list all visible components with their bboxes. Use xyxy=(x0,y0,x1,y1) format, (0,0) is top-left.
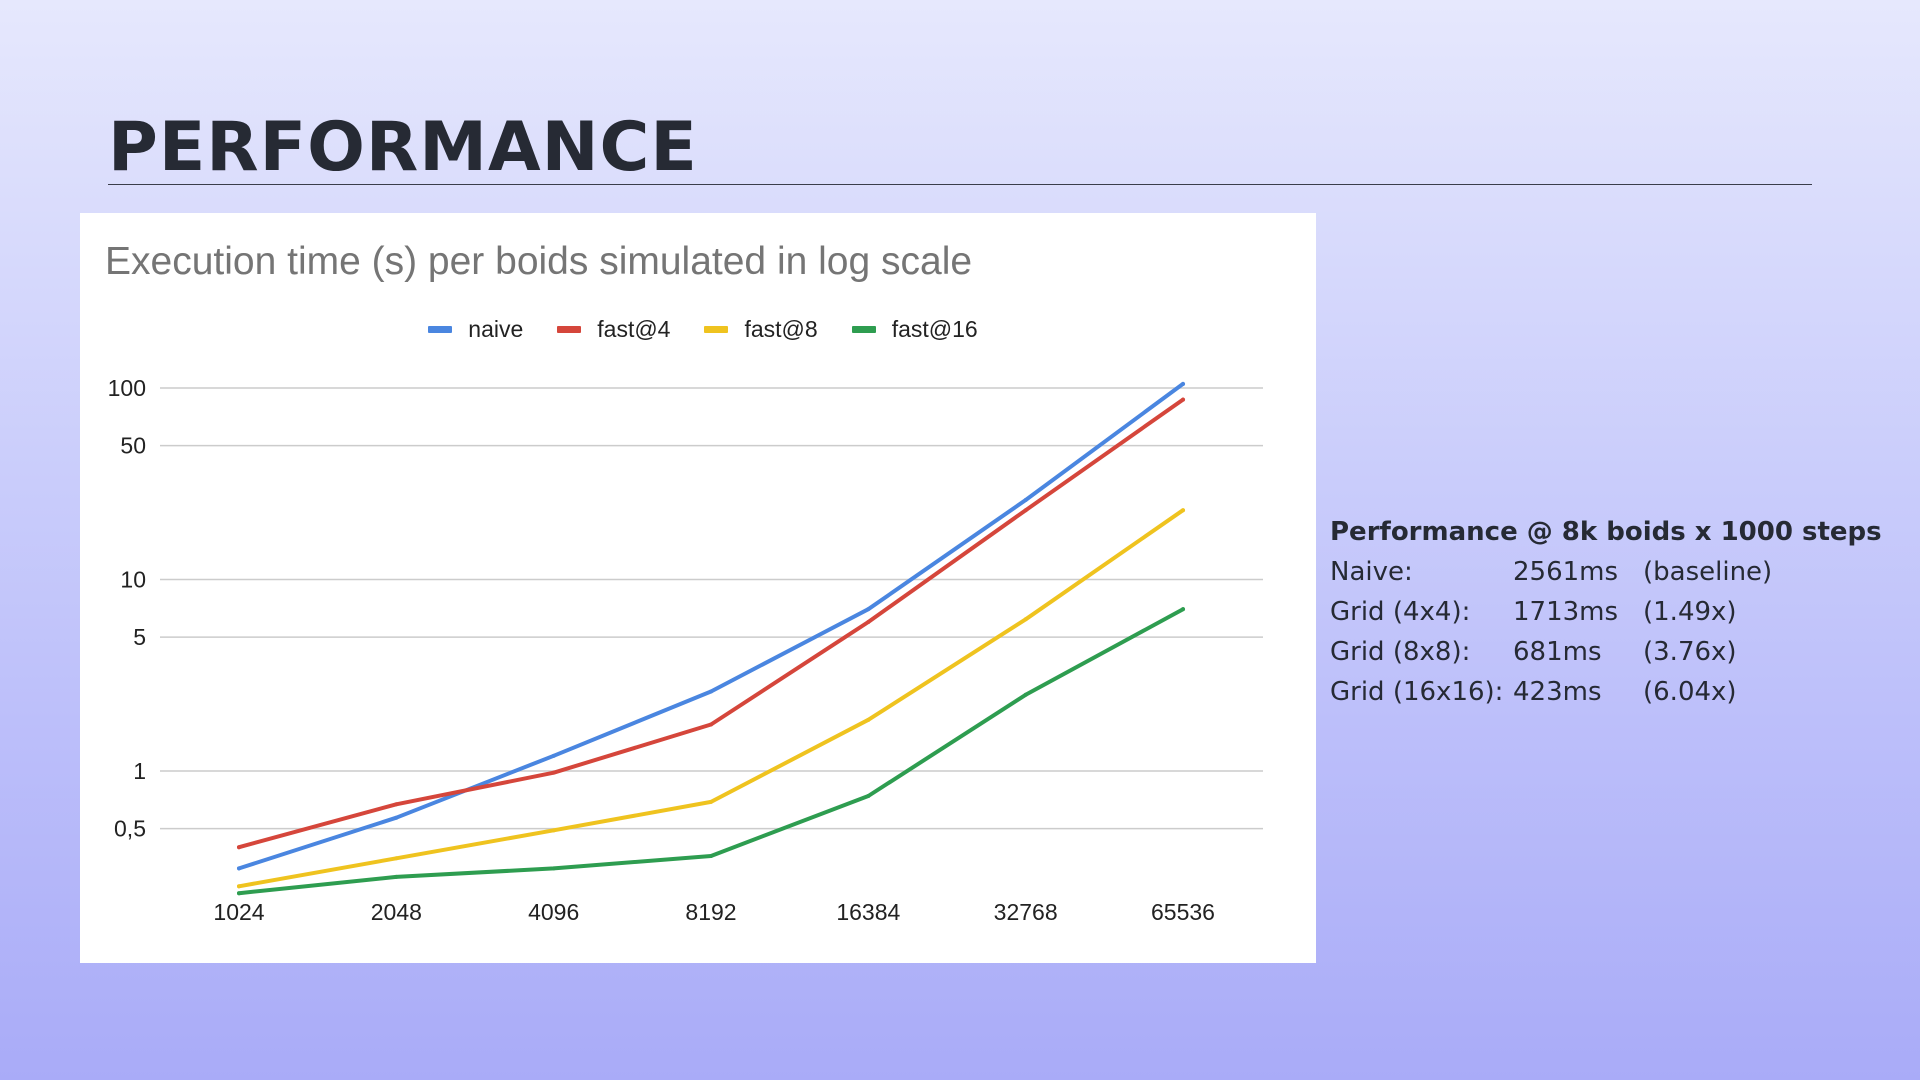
summary-row: Grid (4x4): 1713ms (1.49x) xyxy=(1330,592,1910,632)
data-point[interactable] xyxy=(1181,381,1185,386)
gridlines xyxy=(160,387,1263,830)
chart-title: Execution time (s) per boids simulated i… xyxy=(105,240,973,283)
data-point[interactable] xyxy=(551,866,556,871)
data-point[interactable] xyxy=(866,619,871,624)
data-point[interactable] xyxy=(866,607,871,612)
data-point[interactable] xyxy=(1023,508,1028,513)
data-point[interactable] xyxy=(551,770,556,775)
data-point[interactable] xyxy=(1181,607,1185,612)
data-point[interactable] xyxy=(237,845,241,850)
data-point[interactable] xyxy=(551,753,556,758)
summary-row-time: 2561ms xyxy=(1513,557,1619,587)
x-tick-label: 65536 xyxy=(1151,899,1215,925)
y-tick-label: 1 xyxy=(133,758,146,784)
data-point[interactable] xyxy=(237,866,241,871)
performance-summary: Performance @ 8k boids x 1000 steps Naiv… xyxy=(1330,512,1910,712)
legend-swatch-naive xyxy=(428,325,453,333)
slide-title: PERFORMANCE xyxy=(108,108,698,187)
summary-row-time: 423ms xyxy=(1513,677,1602,707)
summary-row-speedup: (baseline) xyxy=(1643,557,1773,587)
summary-row-speedup: (1.49x) xyxy=(1643,597,1737,627)
data-point[interactable] xyxy=(394,874,399,879)
summary-row-time: 1713ms xyxy=(1513,597,1619,627)
legend-label-fast4: fast@4 xyxy=(597,315,671,342)
data-point[interactable] xyxy=(866,794,871,799)
summary-row: Grid (16x16): 423ms (6.04x) xyxy=(1330,672,1910,712)
y-tick-label: 5 xyxy=(133,624,146,650)
legend-swatch-fast16 xyxy=(851,325,876,333)
data-point[interactable] xyxy=(1181,508,1185,513)
data-point[interactable] xyxy=(709,799,713,804)
data-point[interactable] xyxy=(1023,617,1028,622)
legend-item-naive[interactable]: naive xyxy=(428,316,523,343)
y-tick-label: 10 xyxy=(120,567,146,593)
chart-card: Execution time (s) per boids simulated i… xyxy=(80,213,1316,963)
chart-legend: naive fast@4 fast@8 fast@16 xyxy=(80,314,1316,344)
data-point[interactable] xyxy=(237,884,241,889)
legend-item-fast16[interactable]: fast@16 xyxy=(851,315,978,343)
series-line-fast4[interactable] xyxy=(237,397,1185,850)
y-axis-ticks: 100 50 10 5 1 0,5 xyxy=(108,375,146,842)
x-axis-ticks: 1024 2048 4096 8192 16384 32768 65536 xyxy=(213,899,1215,925)
summary-row-name: Grid (4x4): xyxy=(1330,597,1471,627)
title-divider xyxy=(108,184,1812,185)
line-chart-plot: 100 50 10 5 1 0,5 1024 2048 4096 8192 16384 32768 6… xyxy=(108,375,1263,925)
data-point[interactable] xyxy=(1181,397,1185,402)
x-tick-label: 4096 xyxy=(528,899,579,925)
summary-heading: Performance @ 8k boids x 1000 steps xyxy=(1330,517,1882,547)
legend-label-naive: naive xyxy=(468,315,524,342)
summary-row: Naive: 2561ms (baseline) xyxy=(1330,552,1910,592)
data-point[interactable] xyxy=(237,891,241,896)
data-point[interactable] xyxy=(394,802,399,807)
x-tick-label: 8192 xyxy=(685,899,736,925)
summary-row: Grid (8x8): 681ms (3.76x) xyxy=(1330,632,1910,672)
data-point[interactable] xyxy=(394,815,399,820)
x-tick-label: 32768 xyxy=(994,899,1058,925)
y-tick-label: 100 xyxy=(108,375,146,401)
data-point[interactable] xyxy=(1023,692,1028,697)
x-tick-label: 2048 xyxy=(371,899,422,925)
legend-label-fast8: fast@8 xyxy=(744,315,818,342)
summary-row-name: Naive: xyxy=(1330,557,1413,587)
series-line-naive[interactable] xyxy=(237,381,1185,871)
y-tick-label: 0,5 xyxy=(114,816,146,842)
legend-item-fast4[interactable]: fast@4 xyxy=(557,316,670,343)
series-line-fast16[interactable] xyxy=(237,607,1185,896)
series-line-fast8[interactable] xyxy=(237,508,1185,889)
data-point[interactable] xyxy=(394,856,399,861)
summary-row-name: Grid (16x16): xyxy=(1330,677,1504,707)
series-lines xyxy=(237,381,1185,896)
y-tick-label: 50 xyxy=(120,433,146,459)
data-point[interactable] xyxy=(1023,498,1028,503)
data-point[interactable] xyxy=(709,853,713,858)
summary-row-speedup: (3.76x) xyxy=(1643,637,1737,667)
summary-row-name: Grid (8x8): xyxy=(1330,637,1471,667)
x-tick-label: 16384 xyxy=(836,899,900,925)
data-point[interactable] xyxy=(709,722,713,727)
summary-row-speedup: (6.04x) xyxy=(1643,677,1737,707)
data-point[interactable] xyxy=(709,689,713,694)
legend-label-fast16: fast@16 xyxy=(891,315,978,342)
legend-swatch-fast4 xyxy=(557,325,582,333)
data-point[interactable] xyxy=(866,717,871,722)
x-tick-label: 1024 xyxy=(213,899,264,925)
legend-item-fast8[interactable]: fast@8 xyxy=(704,315,818,343)
data-point[interactable] xyxy=(551,828,556,833)
legend-swatch-fast8 xyxy=(704,325,729,333)
summary-row-time: 681ms xyxy=(1513,637,1602,667)
